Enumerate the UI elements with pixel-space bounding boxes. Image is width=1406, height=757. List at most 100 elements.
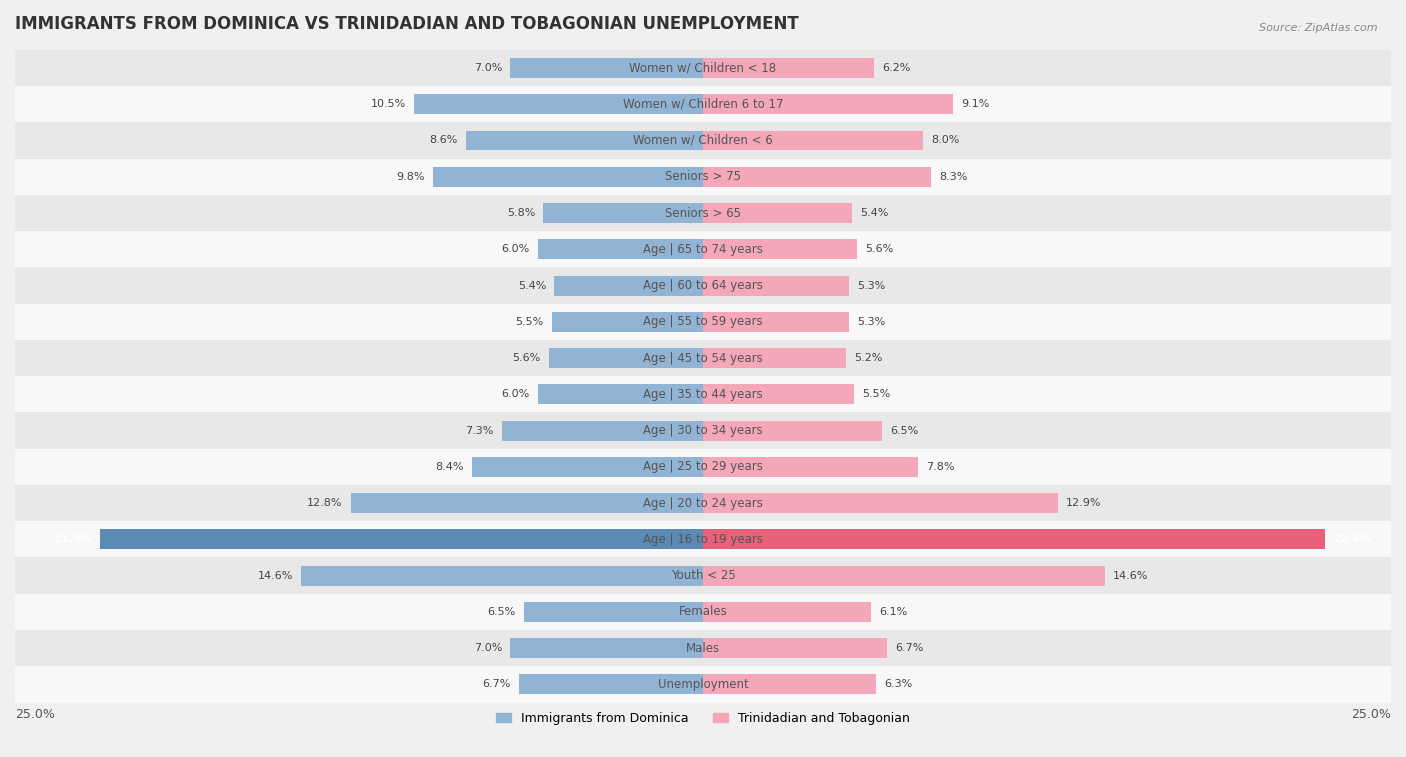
Text: Age | 20 to 24 years: Age | 20 to 24 years	[643, 497, 763, 509]
Bar	[15, 666, 1391, 702]
Text: Women w/ Children < 18: Women w/ Children < 18	[630, 61, 776, 74]
Text: 9.1%: 9.1%	[962, 99, 990, 109]
Bar	[15, 123, 1391, 159]
Text: Age | 60 to 64 years: Age | 60 to 64 years	[643, 279, 763, 292]
Bar	[15, 231, 1391, 267]
Bar	[703, 348, 846, 368]
Text: 25.0%: 25.0%	[1351, 708, 1391, 721]
Text: Females: Females	[679, 606, 727, 618]
Text: 6.0%: 6.0%	[502, 389, 530, 400]
Text: 5.8%: 5.8%	[506, 208, 536, 218]
Text: 9.8%: 9.8%	[396, 172, 425, 182]
Text: 14.6%: 14.6%	[1114, 571, 1149, 581]
Text: 14.6%: 14.6%	[257, 571, 292, 581]
Bar	[15, 340, 1391, 376]
Bar	[703, 167, 931, 187]
Bar	[703, 276, 849, 295]
Text: 5.6%: 5.6%	[512, 353, 541, 363]
Bar	[472, 457, 703, 477]
Bar	[15, 195, 1391, 231]
Text: 8.3%: 8.3%	[939, 172, 969, 182]
Text: Women w/ Children 6 to 17: Women w/ Children 6 to 17	[623, 98, 783, 111]
Text: 6.2%: 6.2%	[882, 63, 910, 73]
Bar	[703, 674, 876, 694]
Text: 8.4%: 8.4%	[434, 462, 464, 472]
Text: 7.8%: 7.8%	[927, 462, 955, 472]
Bar	[703, 239, 858, 259]
Bar	[413, 95, 703, 114]
Text: Unemployment: Unemployment	[658, 678, 748, 691]
Bar	[15, 557, 1391, 593]
Bar	[538, 239, 703, 259]
Bar	[15, 593, 1391, 630]
Text: 5.4%: 5.4%	[860, 208, 889, 218]
Bar	[703, 95, 953, 114]
Bar	[15, 376, 1391, 413]
Text: Age | 65 to 74 years: Age | 65 to 74 years	[643, 243, 763, 256]
Text: 5.3%: 5.3%	[858, 316, 886, 327]
Text: 6.5%: 6.5%	[488, 607, 516, 617]
Bar	[703, 385, 855, 404]
Bar	[15, 413, 1391, 449]
Bar	[510, 58, 703, 78]
Bar	[703, 638, 887, 658]
Text: 5.5%: 5.5%	[515, 316, 543, 327]
Text: Age | 30 to 34 years: Age | 30 to 34 years	[643, 424, 763, 437]
Bar	[703, 602, 870, 621]
Bar	[548, 348, 703, 368]
Bar	[703, 493, 1057, 513]
Bar	[15, 449, 1391, 485]
Bar	[554, 276, 703, 295]
Text: Women w/ Children < 6: Women w/ Children < 6	[633, 134, 773, 147]
Text: 6.7%: 6.7%	[482, 680, 510, 690]
Bar	[524, 602, 703, 621]
Legend: Immigrants from Dominica, Trinidadian and Tobagonian: Immigrants from Dominica, Trinidadian an…	[491, 707, 915, 730]
Text: 6.5%: 6.5%	[890, 425, 918, 435]
Bar	[15, 304, 1391, 340]
Text: 6.7%: 6.7%	[896, 643, 924, 653]
Bar	[502, 421, 703, 441]
Text: 6.1%: 6.1%	[879, 607, 907, 617]
Bar	[703, 203, 852, 223]
Text: 7.3%: 7.3%	[465, 425, 494, 435]
Text: 21.9%: 21.9%	[53, 534, 91, 544]
Text: 10.5%: 10.5%	[371, 99, 406, 109]
Bar	[15, 159, 1391, 195]
Bar	[15, 86, 1391, 123]
Text: 8.0%: 8.0%	[931, 136, 960, 145]
Text: 12.8%: 12.8%	[307, 498, 343, 508]
Text: Youth < 25: Youth < 25	[671, 569, 735, 582]
Text: Seniors > 65: Seniors > 65	[665, 207, 741, 220]
Text: Age | 16 to 19 years: Age | 16 to 19 years	[643, 533, 763, 546]
Text: 25.0%: 25.0%	[15, 708, 55, 721]
Text: 6.0%: 6.0%	[502, 245, 530, 254]
Bar	[301, 565, 703, 586]
Bar	[551, 312, 703, 332]
Bar	[15, 267, 1391, 304]
Bar	[433, 167, 703, 187]
Text: 8.6%: 8.6%	[430, 136, 458, 145]
Text: 5.3%: 5.3%	[858, 281, 886, 291]
Text: Age | 35 to 44 years: Age | 35 to 44 years	[643, 388, 763, 400]
Bar	[519, 674, 703, 694]
Bar	[467, 130, 703, 151]
Bar	[510, 638, 703, 658]
Bar	[100, 529, 703, 550]
Bar	[15, 50, 1391, 86]
Text: 5.6%: 5.6%	[865, 245, 894, 254]
Bar	[538, 385, 703, 404]
Text: Age | 55 to 59 years: Age | 55 to 59 years	[643, 316, 763, 329]
Text: 5.2%: 5.2%	[855, 353, 883, 363]
Text: 22.6%: 22.6%	[1333, 534, 1372, 544]
Bar	[703, 529, 1324, 550]
Bar	[703, 565, 1105, 586]
Text: Males: Males	[686, 642, 720, 655]
Bar	[703, 421, 882, 441]
Bar	[15, 485, 1391, 522]
Text: 6.3%: 6.3%	[884, 680, 912, 690]
Bar	[703, 58, 873, 78]
Bar	[703, 312, 849, 332]
Text: 12.9%: 12.9%	[1066, 498, 1102, 508]
Text: Source: ZipAtlas.com: Source: ZipAtlas.com	[1260, 23, 1378, 33]
Bar	[703, 457, 918, 477]
